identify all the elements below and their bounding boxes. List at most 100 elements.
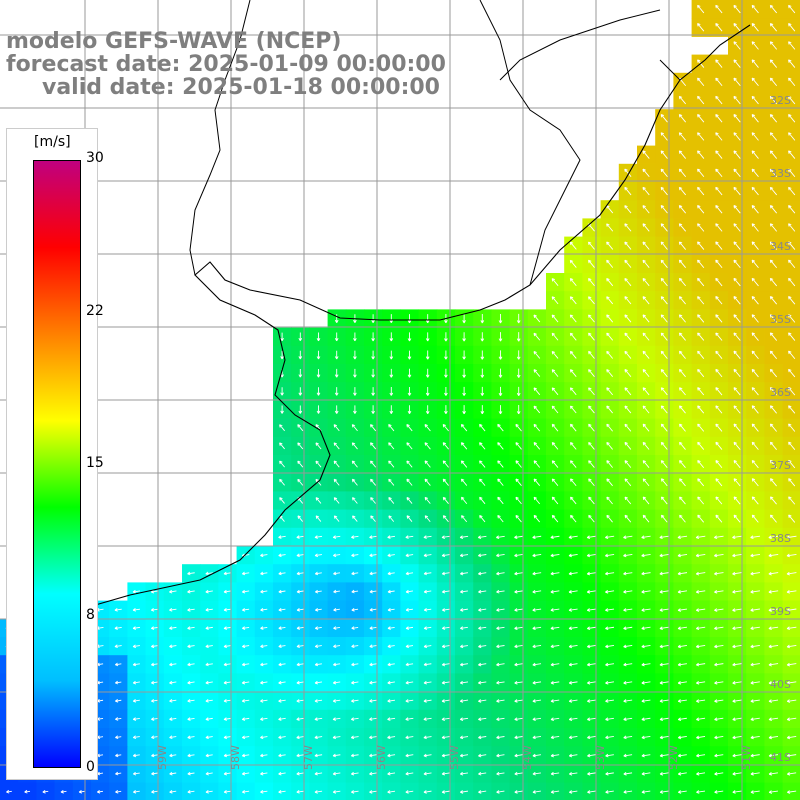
wind-arrow: [733, 496, 741, 505]
wind-arrow: [714, 535, 724, 540]
wind-arrow: [425, 405, 430, 415]
wind-arrow: [786, 790, 797, 794]
wind-arrow: [296, 699, 304, 703]
wind-arrow: [768, 790, 778, 794]
wind-arrow: [678, 350, 686, 359]
wind-arrow: [462, 314, 466, 324]
wind-arrow: [715, 441, 723, 450]
wind-arrow: [150, 626, 159, 630]
wind-arrow: [623, 535, 633, 540]
wind-arrow: [660, 114, 668, 123]
wind-arrow: [371, 332, 375, 342]
wind-arrow: [788, 332, 796, 341]
wind-arrow: [388, 442, 395, 450]
wind-arrow: [479, 423, 486, 432]
wind-arrow: [659, 790, 669, 794]
wind-arrow: [679, 496, 686, 505]
wind-arrow: [659, 608, 669, 612]
wind-arrow: [788, 514, 796, 523]
wind-arrow: [442, 423, 449, 432]
wind-arrow: [696, 771, 706, 776]
wind-arrow: [569, 314, 577, 323]
wind-arrow: [497, 442, 504, 450]
wind-arrow: [478, 626, 487, 630]
wind-arrow: [624, 369, 632, 378]
wind-arrow: [769, 405, 777, 414]
wind-arrow: [169, 589, 177, 594]
wind-arrow: [715, 332, 723, 341]
wind-arrow: [423, 662, 432, 667]
wind-arrow: [715, 405, 723, 414]
wind-arrow: [697, 77, 705, 87]
wind-arrow: [751, 223, 759, 232]
wind-arrow: [679, 387, 686, 396]
wind-arrow: [296, 626, 304, 630]
wind-arrow: [169, 608, 177, 612]
wind-arrow: [460, 442, 468, 450]
wind-cell: [782, 309, 800, 329]
wind-arrow: [696, 790, 706, 794]
wind-arrow: [605, 626, 615, 631]
wind-arrow: [115, 698, 122, 703]
wind-arrow: [659, 589, 669, 594]
wind-arrow: [314, 790, 323, 794]
wind-arrow: [569, 369, 577, 377]
wind-arrow: [677, 553, 688, 558]
wind-arrow: [405, 717, 414, 721]
wind-arrow: [714, 735, 724, 740]
wind-arrow: [405, 699, 414, 703]
wind-arrow: [314, 662, 322, 667]
wind-arrow: [714, 771, 724, 776]
wind-arrow: [715, 314, 723, 323]
wind-arrow: [187, 589, 195, 594]
wind-arrow: [642, 150, 650, 159]
wind-arrow: [732, 626, 742, 631]
wind-arrow: [714, 553, 724, 558]
wind-arrow: [496, 553, 505, 558]
wind-arrow: [568, 699, 578, 703]
wind-arrow: [187, 717, 195, 721]
wind-arrow: [697, 478, 705, 487]
wind-arrow: [768, 681, 779, 685]
wind-arrow: [715, 4, 723, 14]
wind-arrow: [241, 790, 250, 794]
wind-arrow: [641, 553, 651, 558]
wind-arrow: [369, 717, 377, 721]
wind-arrow: [298, 350, 303, 360]
wind-arrow: [678, 114, 687, 123]
wind-arrow: [387, 790, 396, 794]
wind-arrow: [678, 168, 687, 178]
wind-arrow: [751, 459, 759, 469]
wind-arrow: [532, 680, 542, 685]
wind-arrow: [462, 386, 466, 396]
wind-arrow: [350, 771, 359, 776]
wind-arrow: [223, 717, 232, 721]
wind-arrow: [642, 168, 650, 178]
wind-arrow: [786, 626, 797, 631]
wind-arrow: [678, 150, 687, 159]
wind-arrow: [425, 368, 430, 378]
wind-arrow: [768, 771, 779, 776]
wind-arrow: [697, 423, 705, 432]
wind-arrow: [605, 571, 615, 576]
wind-arrow: [715, 59, 723, 68]
wind-arrow: [369, 626, 377, 630]
wind-arrow: [332, 790, 341, 794]
wind-arrow: [444, 332, 448, 342]
wind-arrow: [751, 59, 759, 68]
wind-arrow: [260, 680, 268, 685]
wind-arrow: [442, 460, 449, 468]
wind-arrow: [388, 497, 395, 504]
wind-arrow: [733, 332, 741, 341]
wind-arrow: [115, 735, 122, 739]
latitude-label: 33S: [770, 167, 791, 180]
wind-arrow: [641, 771, 651, 776]
wind-arrow: [241, 680, 250, 685]
wind-arrow: [441, 589, 450, 594]
wind-arrow: [316, 332, 321, 342]
wind-arrow: [733, 77, 741, 87]
wind-arrow: [115, 771, 122, 776]
wind-arrow: [78, 789, 85, 794]
wind-arrow: [42, 789, 49, 794]
wind-arrow: [786, 699, 797, 703]
